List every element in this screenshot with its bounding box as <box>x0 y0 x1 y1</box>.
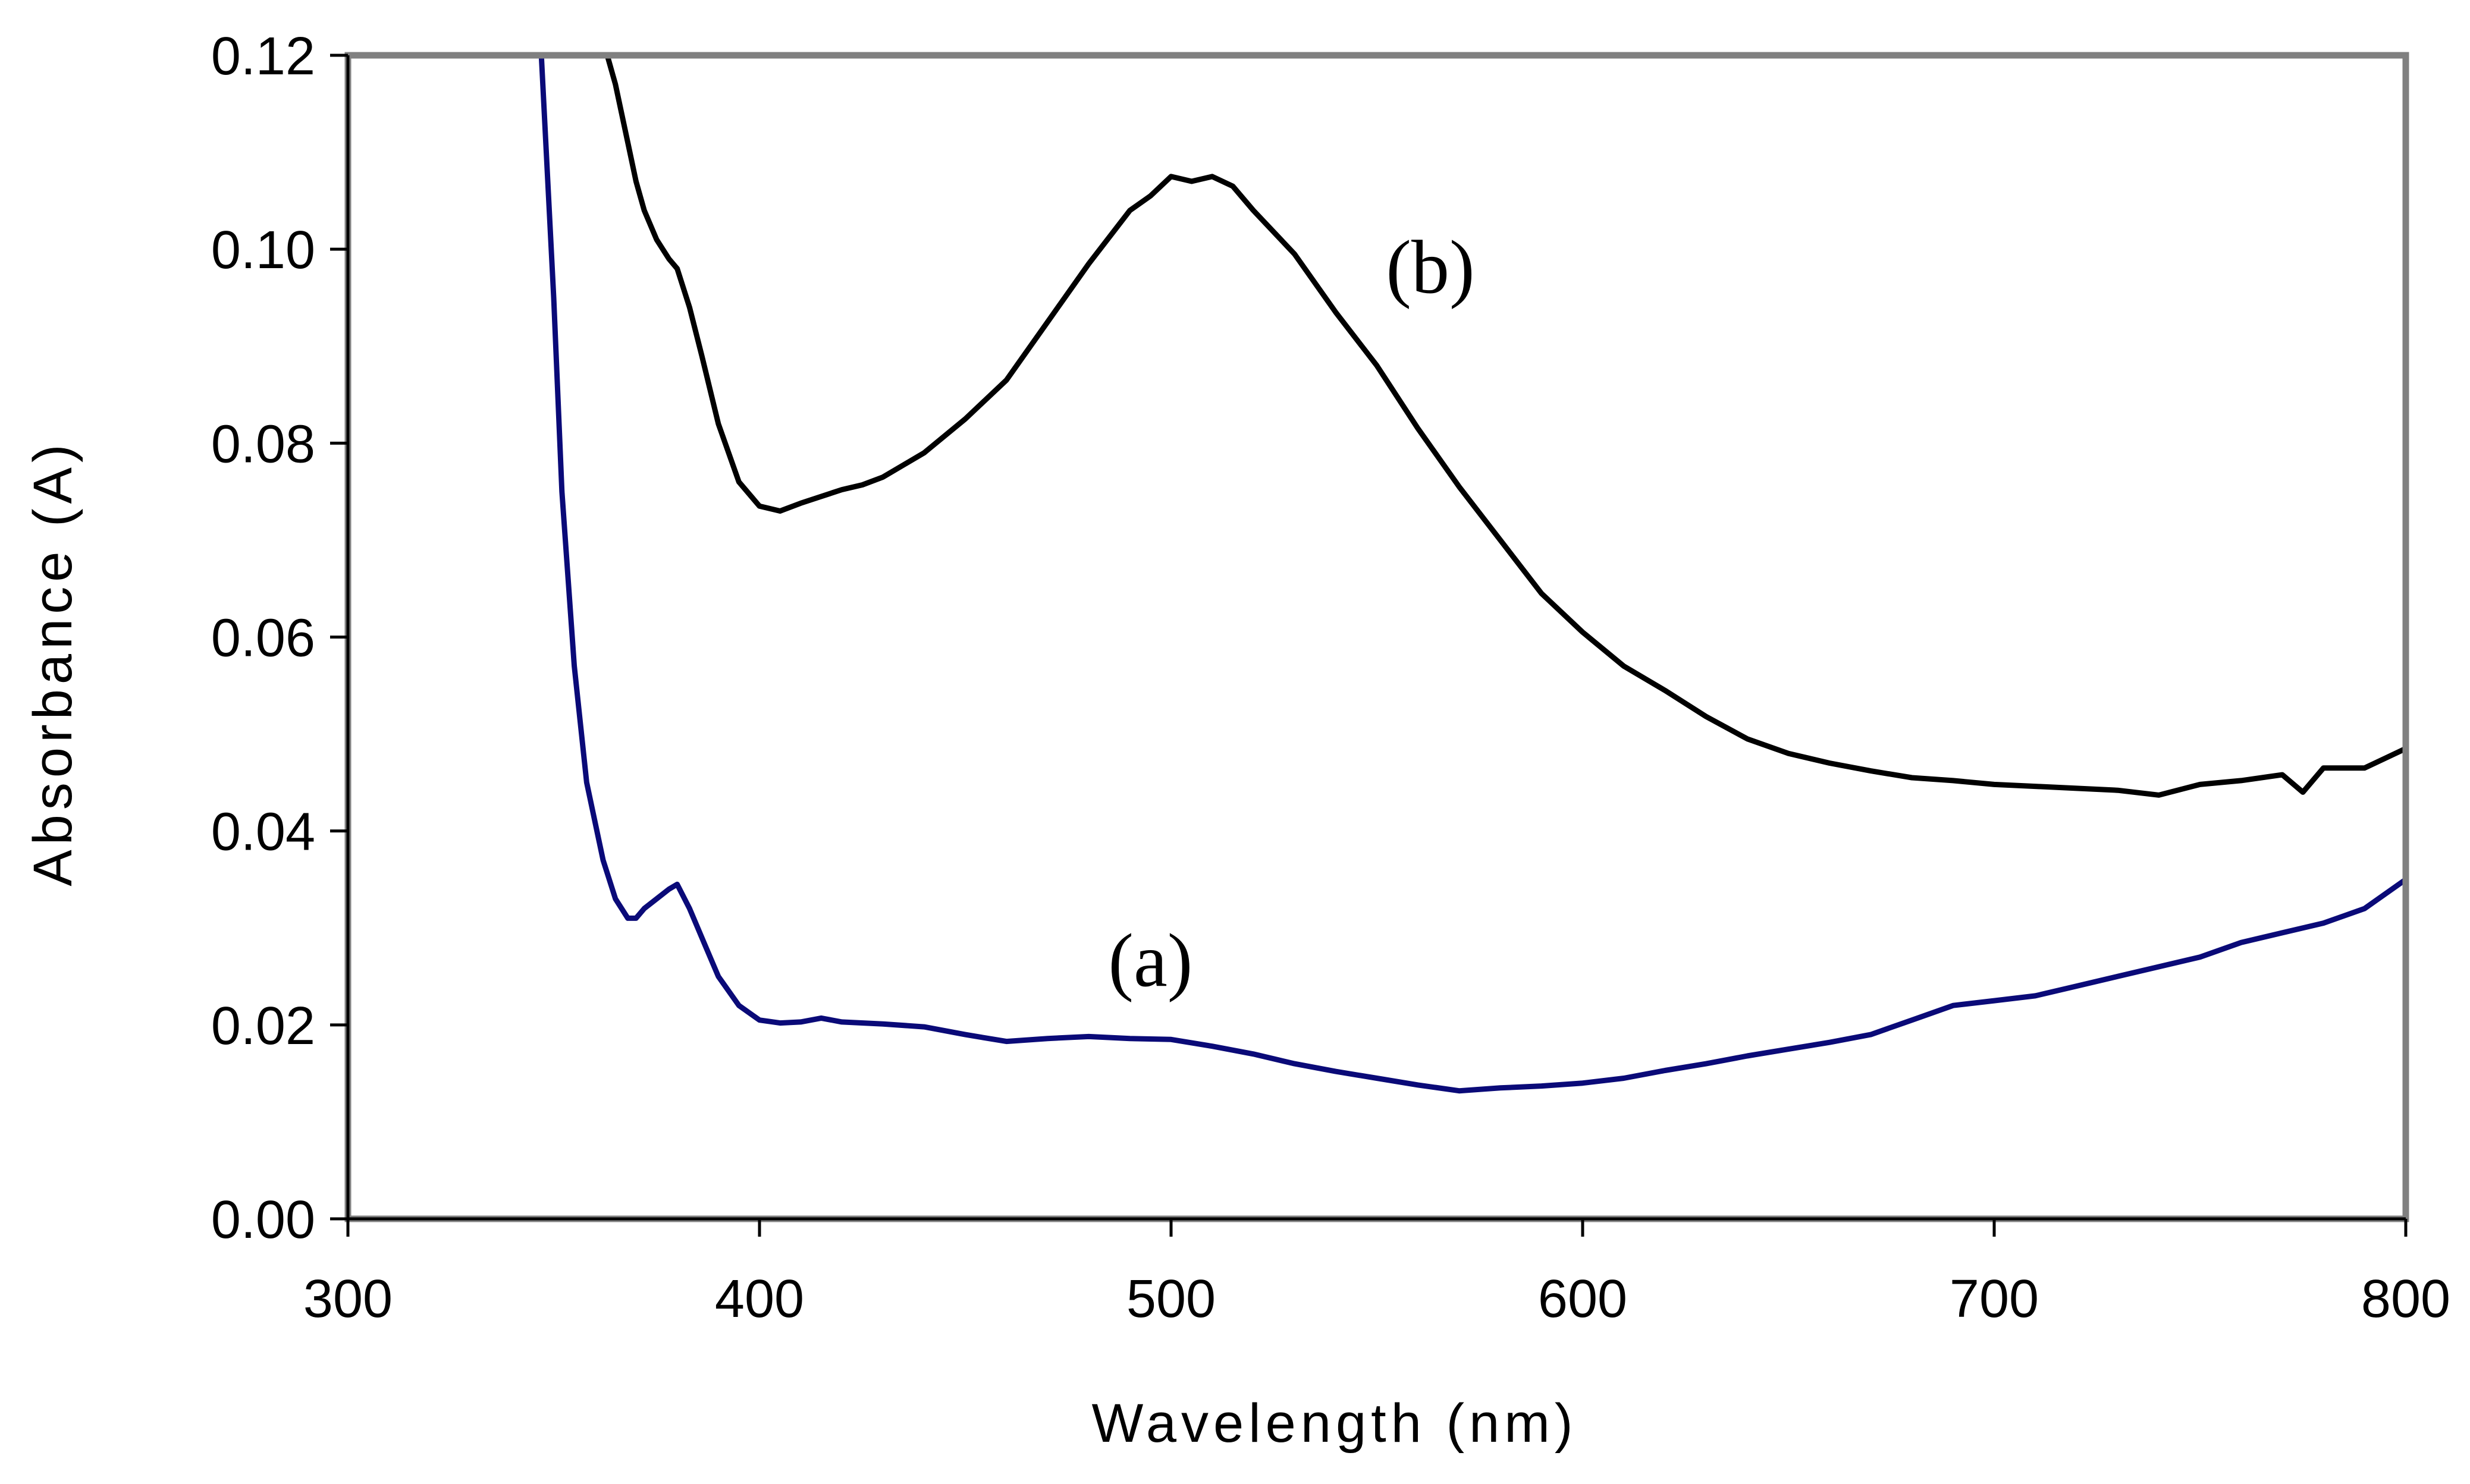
y-tick-label: 0.06 <box>211 609 315 668</box>
y-tick-label: 0.00 <box>211 1190 315 1250</box>
x-tick-label: 700 <box>1950 1269 2039 1329</box>
axis-layer: 0.00 0.02 0.04 0.06 0.08 0.10 0.12 300 400 500 600… <box>211 27 2450 1329</box>
y-tick-label: 0.10 <box>211 221 315 280</box>
x-tick-label: 600 <box>1538 1269 1627 1329</box>
series-layer: (a) (b) <box>538 52 2409 1094</box>
y-tick-label: 0.08 <box>211 414 315 474</box>
x-tick-label: 400 <box>715 1269 804 1329</box>
y-tick-label: 0.12 <box>211 27 315 86</box>
series-label-b: (b) <box>1386 225 1474 310</box>
x-tick-label: 500 <box>1126 1269 1216 1329</box>
y-tick-label: 0.02 <box>211 996 315 1056</box>
series-line-b <box>604 52 2409 798</box>
y-axis-title: Absorbance (A) <box>23 439 83 886</box>
x-tick-label: 300 <box>303 1269 393 1329</box>
x-axis-title: Wavelength (nm) <box>1091 1393 1577 1454</box>
series-line-a <box>538 52 2409 1094</box>
y-tick-label: 0.04 <box>211 803 315 862</box>
x-tick-label: 800 <box>2361 1269 2450 1329</box>
series-label-a: (a) <box>1108 919 1192 1003</box>
